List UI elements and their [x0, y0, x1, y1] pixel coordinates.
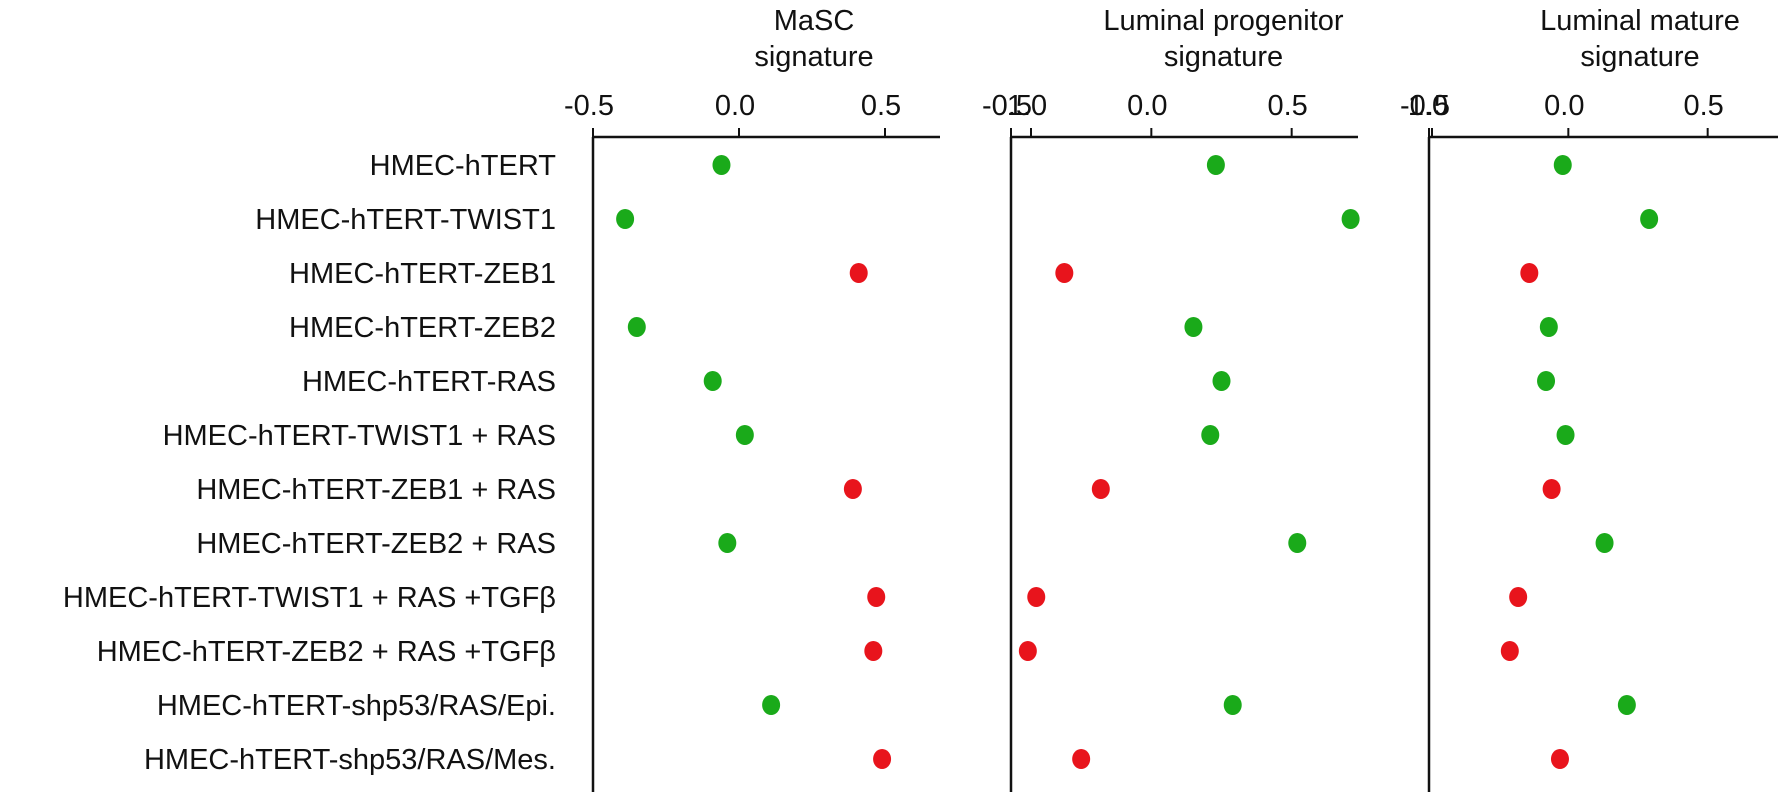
row-label: HMEC-hTERT-ZEB2 + RAS +TGFβ — [97, 636, 556, 668]
row-label: HMEC-hTERT-TWIST1 + RAS — [163, 420, 556, 452]
panel-title-line: MaSC — [774, 5, 855, 37]
panel-3: Luminal mature signature -0.5 0.0 0.5 1.0 — [1400, 5, 1778, 792]
data-point — [849, 263, 868, 283]
data-point — [1520, 263, 1539, 283]
row-label: HMEC-hTERT-ZEB1 + RAS — [196, 474, 556, 506]
panel-title-line: signature — [754, 41, 873, 73]
panel-1: MaSC signature -0.5 0.0 0.5 1.0 — [564, 5, 1047, 792]
data-point — [1640, 209, 1659, 229]
data-point — [1542, 479, 1561, 499]
panel-title-line: Luminal mature — [1540, 5, 1740, 37]
data-point — [1072, 749, 1091, 769]
data-point — [1537, 371, 1556, 391]
x-tick-label: 1.0 — [1007, 90, 1047, 122]
x-tick-label: 0.0 — [1127, 90, 1167, 122]
data-point — [718, 533, 737, 553]
data-point — [1055, 263, 1074, 283]
data-point — [1201, 425, 1220, 445]
row-label: HMEC-hTERT-RAS — [302, 366, 556, 398]
data-point — [1341, 209, 1360, 229]
data-point — [873, 749, 892, 769]
x-tick-label: 0.5 — [1268, 90, 1308, 122]
data-point — [1550, 749, 1569, 769]
data-point — [1027, 587, 1046, 607]
x-tick-label: 1.0 — [1408, 90, 1448, 122]
data-point — [1212, 371, 1231, 391]
data-point — [843, 479, 862, 499]
data-point — [867, 587, 886, 607]
data-point — [712, 155, 731, 175]
x-tick-label: -0.5 — [564, 90, 614, 122]
panel-title-line: signature — [1580, 41, 1699, 73]
panel-title-line: signature — [1164, 41, 1283, 73]
data-point — [703, 371, 722, 391]
panel-2: Luminal progenitor signature -0.5 0.0 0.5 1.0 — [982, 5, 1448, 792]
data-point — [1184, 317, 1203, 337]
data-point — [627, 317, 646, 337]
panel-title-line: Luminal progenitor — [1103, 5, 1344, 37]
row-label: HMEC-hTERT-shp53/RAS/Epi. — [157, 690, 556, 722]
x-tick-label: 0.5 — [1684, 90, 1724, 122]
data-point — [1206, 155, 1225, 175]
data-point — [1556, 425, 1575, 445]
row-label: HMEC-hTERT-TWIST1 + RAS +TGFβ — [63, 582, 556, 614]
data-point — [1091, 479, 1110, 499]
data-point — [1288, 533, 1307, 553]
data-point — [1617, 695, 1636, 715]
x-tick-label: -0.5 — [1400, 90, 1450, 122]
data-point — [735, 425, 754, 445]
x-tick-label: 0.0 — [715, 90, 755, 122]
row-label: HMEC-hTERT-TWIST1 — [255, 204, 556, 236]
data-point — [1223, 695, 1242, 715]
data-point — [1509, 587, 1528, 607]
data-point — [616, 209, 635, 229]
row-label: HMEC-hTERT-shp53/RAS/Mes. — [144, 744, 556, 776]
row-label: HMEC-hTERT-ZEB2 + RAS — [196, 528, 556, 560]
data-point — [762, 695, 781, 715]
data-point — [1500, 641, 1519, 661]
data-point — [1539, 317, 1558, 337]
row-label: HMEC-hTERT-ZEB1 — [289, 258, 556, 290]
data-point — [1018, 641, 1037, 661]
row-label: HMEC-hTERT — [370, 150, 557, 182]
row-labels: HMEC-hTERT HMEC-hTERT-TWIST1 HMEC-hTERT-ZE… — [63, 150, 556, 776]
x-tick-label: 0.0 — [1544, 90, 1584, 122]
row-label: HMEC-hTERT-ZEB2 — [289, 312, 556, 344]
x-tick-label: 0.5 — [861, 90, 901, 122]
data-point — [1595, 533, 1614, 553]
x-tick-label: -0.5 — [982, 90, 1032, 122]
data-point — [1553, 155, 1572, 175]
data-point — [864, 641, 883, 661]
